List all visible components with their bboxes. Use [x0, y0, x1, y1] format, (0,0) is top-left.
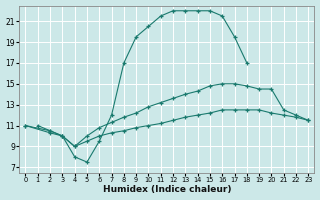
- X-axis label: Humidex (Indice chaleur): Humidex (Indice chaleur): [103, 185, 231, 194]
